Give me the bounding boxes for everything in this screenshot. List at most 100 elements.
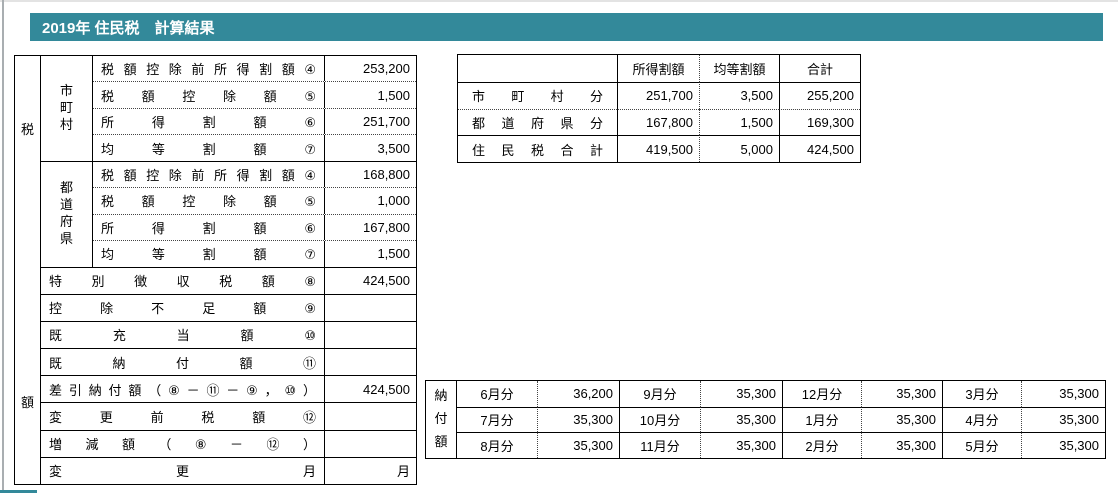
payment-amount: 35,300 (861, 406, 942, 433)
row-value: 1,500 (324, 241, 416, 267)
table-row: 差引納付額（⑧－⑪－⑨，⑩） 424,500 (41, 376, 416, 404)
row-value: 167,800 (324, 214, 416, 241)
row-value: 168,800 (324, 161, 416, 188)
table-row: 税額控除前所得割額④ 168,800 (93, 161, 416, 188)
payment-month: 3月分 (942, 381, 1021, 407)
summary-cell: 1,500 (699, 108, 779, 136)
bottom-accent-bar (0, 490, 37, 493)
summary-cell: 255,200 (779, 81, 860, 109)
row-value: 251,700 (324, 108, 416, 135)
tax-detail-table: 税 額 市町村 税額控除前所得割額④ 253,200 税額控除額⑤ 1,500 … (14, 55, 417, 485)
payment-amount: 35,300 (1021, 381, 1105, 407)
payment-amount: 35,300 (700, 432, 782, 458)
row-label: 税額控除額⑤ (101, 194, 316, 210)
table-row: 税額控除額⑤ 1,000 (93, 187, 416, 214)
row-value: 424,500 (324, 376, 416, 403)
summary-corner-cell (458, 55, 617, 82)
payment-month: 8月分 (457, 432, 537, 458)
row-label: 均等割額⑦ (101, 141, 316, 157)
title-banner: 2019年 住民税 計算結果 (30, 13, 1103, 41)
summary-row-label: 住民税合計 (458, 135, 617, 162)
payment-amount: 35,300 (537, 406, 619, 433)
row-label: 均等割額⑦ (101, 247, 316, 263)
summary-cell: 3,500 (699, 81, 779, 109)
table-row: 税額控除前所得割額④ 253,200 (93, 56, 416, 82)
summary-cell: 169,300 (779, 108, 860, 136)
payment-month: 7月分 (457, 406, 537, 433)
municipal-group: 市町村 税額控除前所得割額④ 253,200 税額控除額⑤ 1,500 所得割額… (41, 56, 416, 162)
tax-detail-body: 市町村 税額控除前所得割額④ 253,200 税額控除額⑤ 1,500 所得割額… (41, 56, 416, 484)
window-top-edge (0, 0, 1118, 2)
row-label: 変更前税額⑫ (49, 410, 316, 426)
payment-month: 12月分 (782, 381, 861, 407)
payment-month: 9月分 (619, 381, 700, 407)
side-label-bottom: 額 (20, 395, 34, 410)
table-row: 税額控除額⑤ 1,500 (93, 81, 416, 108)
row-label: 所得割額⑥ (101, 220, 316, 236)
page-title: 2019年 住民税 計算結果 (42, 19, 215, 37)
summary-row-label: 都道府県分 (458, 108, 617, 136)
row-value (324, 430, 416, 457)
row-label: 税額控除前所得割額④ (101, 62, 316, 78)
row-value: 月 (324, 457, 416, 484)
payment-amount: 35,300 (861, 432, 942, 458)
side-label-top: 税 (20, 122, 34, 137)
payment-month: 11月分 (619, 432, 700, 458)
table-row: 均等割額⑦ 1,500 (93, 240, 416, 267)
payment-amount: 35,300 (700, 406, 782, 433)
summary-row-label: 市町村分 (458, 81, 617, 109)
summary-header-total: 合計 (779, 55, 860, 82)
row-label: 増減額（⑧－⑫） (49, 437, 316, 453)
summary-cell: 167,800 (617, 108, 699, 136)
summary-header-percapita: 均等割額 (699, 55, 779, 82)
table-row: 所得割額⑥ 167,800 (93, 213, 416, 241)
table-row: 増減額（⑧－⑫） (41, 430, 416, 458)
summary-cell: 424,500 (779, 135, 860, 162)
row-value: 424,500 (324, 267, 416, 294)
payment-amount: 35,300 (700, 381, 782, 407)
row-label: 既納付額⑪ (49, 355, 316, 371)
table-row: 控除不足額⑨ (41, 294, 416, 322)
table-row: 変更前税額⑫ (41, 403, 416, 431)
summary-cell: 419,500 (617, 135, 699, 162)
payment-month: 2月分 (782, 432, 861, 458)
row-value (324, 403, 416, 430)
row-value: 3,500 (324, 135, 416, 161)
table-row: 変更月 月 (41, 457, 416, 484)
payment-month: 6月分 (480, 387, 514, 403)
payment-amount: 35,300 (1021, 406, 1105, 433)
municipal-group-label: 市町村 (41, 56, 93, 161)
row-value: 253,200 (324, 56, 416, 82)
table-row: 所得割額⑥ 251,700 (93, 107, 416, 135)
summary-cell: 5,000 (699, 135, 779, 162)
tax-summary-table: 所得割額 均等割額 合計 市町村分 251,700 3,500 255,200 … (457, 54, 861, 163)
payment-month: 1月分 (782, 406, 861, 433)
table-row: 既納付額⑪ (41, 349, 416, 377)
row-label: 特別徴収税額⑧ (49, 274, 316, 290)
row-label: 税額控除額⑤ (101, 88, 316, 104)
row-value: 1,500 (324, 82, 416, 108)
row-label: 控除不足額⑨ (49, 301, 316, 317)
payment-month: 10月分 (619, 406, 700, 433)
row-label: 税額控除前所得割額④ (101, 167, 316, 183)
payment-month: 4月分 (942, 406, 1021, 433)
payment-side-label: 納付額 (426, 381, 457, 458)
payment-month: 5月分 (942, 432, 1021, 458)
row-label: 変更月 (49, 464, 316, 480)
row-label: 差引納付額（⑧－⑪－⑨，⑩） (49, 382, 316, 398)
tax-amount-side-label: 税 額 (15, 56, 41, 484)
summary-header-income: 所得割額 (617, 55, 699, 82)
window-left-edge (2, 0, 4, 492)
row-value (324, 321, 416, 349)
table-row: 既充当額⑩ (41, 321, 416, 350)
row-value (324, 294, 416, 321)
payment-amount: 35,300 (1021, 432, 1105, 458)
summary-cell: 251,700 (617, 81, 699, 109)
table-row: 特別徴収税額⑧ 424,500 (41, 267, 416, 295)
payment-amount: 36,200 (537, 381, 619, 407)
row-label: 所得割額⑥ (101, 115, 316, 131)
row-value: 1,000 (324, 188, 416, 214)
payment-amount: 35,300 (537, 432, 619, 458)
payment-amount: 35,300 (861, 381, 942, 407)
